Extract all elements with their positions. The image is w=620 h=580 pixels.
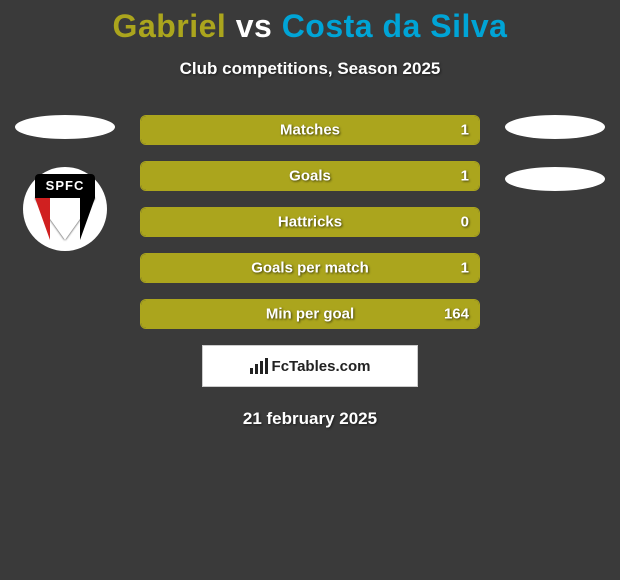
stat-row-goals: Goals 1 — [140, 161, 480, 191]
stat-bars: Matches 1 Goals 1 Hattricks 0 Goals per … — [140, 115, 480, 329]
stat-value: 1 — [461, 122, 469, 139]
badge-text: SPFC — [35, 174, 95, 198]
footer-brand-box[interactable]: FcTables.com — [202, 345, 418, 387]
stat-value: 1 — [461, 260, 469, 277]
bar-chart-icon — [250, 358, 268, 374]
footer-brand-text: FcTables.com — [272, 358, 371, 375]
stat-value: 164 — [444, 306, 469, 323]
player2-photo-placeholder — [505, 115, 605, 139]
stat-row-min-per-goal: Min per goal 164 — [140, 299, 480, 329]
page-title: Gabriel vs Costa da Silva — [0, 0, 620, 45]
left-column: SPFC — [10, 115, 120, 251]
subtitle: Club competitions, Season 2025 — [0, 59, 620, 79]
title-player2: Costa da Silva — [282, 8, 508, 44]
date-label: 21 february 2025 — [0, 409, 620, 429]
right-column — [500, 115, 610, 219]
badge-stripe-black — [80, 198, 95, 240]
stat-label: Matches — [280, 122, 340, 139]
stat-row-goals-per-match: Goals per match 1 — [140, 253, 480, 283]
title-vs: vs — [236, 8, 273, 44]
stat-value: 0 — [461, 214, 469, 231]
club-badge-spfc: SPFC — [23, 167, 107, 251]
badge-stripe-red — [35, 198, 50, 240]
stat-label: Hattricks — [278, 214, 342, 231]
stat-label: Goals per match — [251, 260, 369, 277]
stat-label: Min per goal — [266, 306, 354, 323]
title-player1: Gabriel — [113, 8, 227, 44]
stat-label: Goals — [289, 168, 331, 185]
content-area: SPFC Matches 1 Goals 1 Hattricks 0 — [0, 115, 620, 329]
badge-inner: SPFC — [35, 174, 95, 244]
stat-value: 1 — [461, 168, 469, 185]
stat-row-hattricks: Hattricks 0 — [140, 207, 480, 237]
player2-club-placeholder — [505, 167, 605, 191]
player1-photo-placeholder — [15, 115, 115, 139]
stat-row-matches: Matches 1 — [140, 115, 480, 145]
